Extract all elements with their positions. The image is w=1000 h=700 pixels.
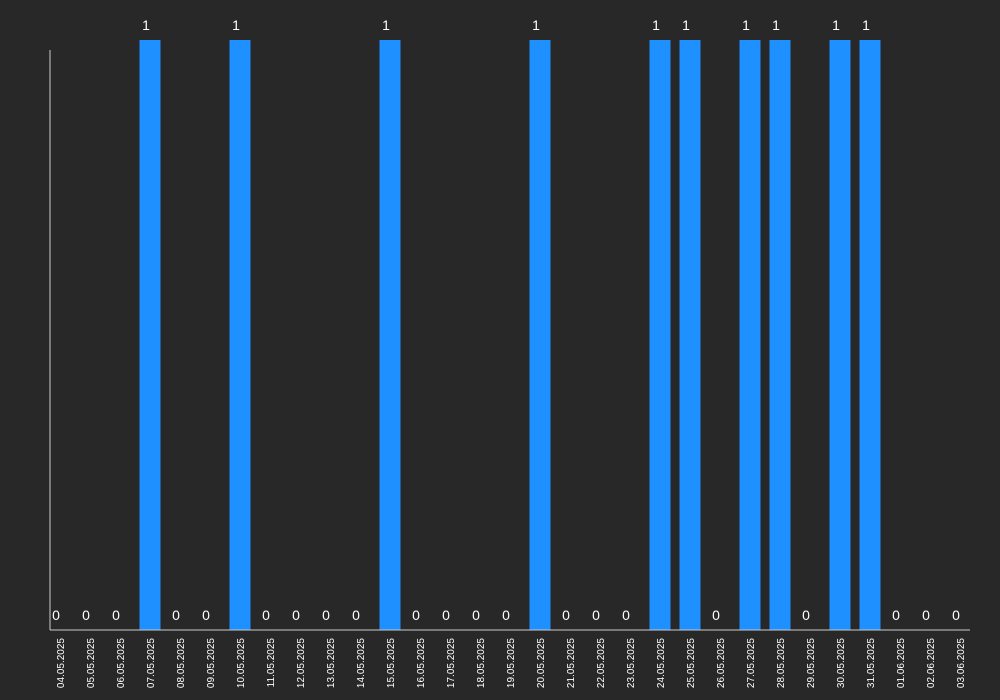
x-tick-label-20.05.2025: 20.05.2025: [536, 638, 547, 688]
data-label-12.05.2025: 0: [292, 607, 300, 623]
data-label-27.05.2025: 1: [742, 17, 750, 33]
data-label-26.05.2025: 0: [712, 607, 720, 623]
x-tick-label-10.05.2025: 10.05.2025: [236, 638, 247, 688]
bar-31.05.2025: [859, 40, 881, 630]
data-label-14.05.2025: 0: [352, 607, 360, 623]
x-tick-label-12.05.2025: 12.05.2025: [296, 638, 307, 688]
data-label-13.05.2025: 0: [322, 607, 330, 623]
data-label-03.06.2025: 0: [952, 607, 960, 623]
x-tick-label-05.05.2025: 05.05.2025: [86, 638, 97, 688]
bar-30.05.2025: [829, 40, 851, 630]
x-tick-label-23.05.2025: 23.05.2025: [626, 638, 637, 688]
x-tick-label-01.06.2025: 01.06.2025: [896, 638, 907, 688]
x-tick-label-19.05.2025: 19.05.2025: [506, 638, 517, 688]
data-label-16.05.2025: 0: [412, 607, 420, 623]
x-tick-label-07.05.2025: 07.05.2025: [146, 638, 157, 688]
x-tick-label-04.05.2025: 04.05.2025: [56, 638, 67, 688]
x-tick-label-17.05.2025: 17.05.2025: [446, 638, 457, 688]
data-label-30.05.2025: 1: [832, 17, 840, 33]
axes-layer: [49, 50, 970, 631]
bar-10.05.2025: [229, 40, 251, 630]
data-label-08.05.2025: 0: [172, 607, 180, 623]
bar-24.05.2025: [649, 40, 671, 630]
x-tick-label-13.05.2025: 13.05.2025: [326, 638, 337, 688]
data-label-11.05.2025: 0: [262, 607, 270, 623]
x-tick-label-16.05.2025: 16.05.2025: [416, 638, 427, 688]
bars-layer: [139, 40, 881, 630]
data-label-04.05.2025: 0: [52, 607, 60, 623]
data-label-25.05.2025: 1: [682, 17, 690, 33]
x-tick-label-24.05.2025: 24.05.2025: [656, 638, 667, 688]
bar-15.05.2025: [379, 40, 401, 630]
data-label-29.05.2025: 0: [802, 607, 810, 623]
data-label-24.05.2025: 1: [652, 17, 660, 33]
x-tick-label-08.05.2025: 08.05.2025: [176, 638, 187, 688]
x-tick-label-27.05.2025: 27.05.2025: [746, 638, 757, 688]
x-tick-label-26.05.2025: 26.05.2025: [716, 638, 727, 688]
bar-07.05.2025: [139, 40, 161, 630]
data-label-09.05.2025: 0: [202, 607, 210, 623]
data-label-02.06.2025: 0: [922, 607, 930, 623]
x-tick-label-30.05.2025: 30.05.2025: [836, 638, 847, 688]
x-tick-label-06.05.2025: 06.05.2025: [116, 638, 127, 688]
x-tick-label-14.05.2025: 14.05.2025: [356, 638, 367, 688]
data-label-19.05.2025: 0: [502, 607, 510, 623]
x-tick-label-22.05.2025: 22.05.2025: [596, 638, 607, 688]
data-label-31.05.2025: 1: [862, 17, 870, 33]
x-tick-label-21.05.2025: 21.05.2025: [566, 638, 577, 688]
data-label-23.05.2025: 0: [622, 607, 630, 623]
value-labels-layer: 0 0 0 1 0 0 1 0 0 0 0 1 0 0 0 0 1 0 0 0 1 1 0 1 1 0 1 1 0 0 0: [52, 17, 960, 623]
x-tick-label-28.05.2025: 28.05.2025: [776, 638, 787, 688]
data-label-15.05.2025: 1: [382, 17, 390, 33]
x-tick-label-09.05.2025: 09.05.2025: [206, 638, 217, 688]
tick-labels-layer: 04.05.2025 05.05.2025 06.05.2025 07.05.2025…: [56, 638, 967, 688]
data-label-28.05.2025: 1: [772, 17, 780, 33]
x-tick-label-15.05.2025: 15.05.2025: [386, 638, 397, 688]
data-label-10.05.2025: 1: [232, 17, 240, 33]
data-label-21.05.2025: 0: [562, 607, 570, 623]
x-tick-label-11.05.2025: 11.05.2025: [266, 638, 277, 688]
data-label-17.05.2025: 0: [442, 607, 450, 623]
data-label-05.05.2025: 0: [82, 607, 90, 623]
bar-27.05.2025: [739, 40, 761, 630]
bar-28.05.2025: [769, 40, 791, 630]
x-tick-label-18.05.2025: 18.05.2025: [476, 638, 487, 688]
data-label-18.05.2025: 0: [472, 607, 480, 623]
data-label-06.05.2025: 0: [112, 607, 120, 623]
bar-25.05.2025: [679, 40, 701, 630]
x-tick-label-03.06.2025: 03.06.2025: [956, 638, 967, 688]
data-label-07.05.2025: 1: [142, 17, 150, 33]
x-tick-label-25.05.2025: 25.05.2025: [686, 638, 697, 688]
data-label-20.05.2025: 1: [532, 17, 540, 33]
x-tick-label-29.05.2025: 29.05.2025: [806, 638, 817, 688]
data-label-01.06.2025: 0: [892, 607, 900, 623]
data-label-22.05.2025: 0: [592, 607, 600, 623]
x-tick-label-31.05.2025: 31.05.2025: [866, 638, 877, 688]
x-tick-label-02.06.2025: 02.06.2025: [926, 638, 937, 688]
bar-20.05.2025: [529, 40, 551, 630]
